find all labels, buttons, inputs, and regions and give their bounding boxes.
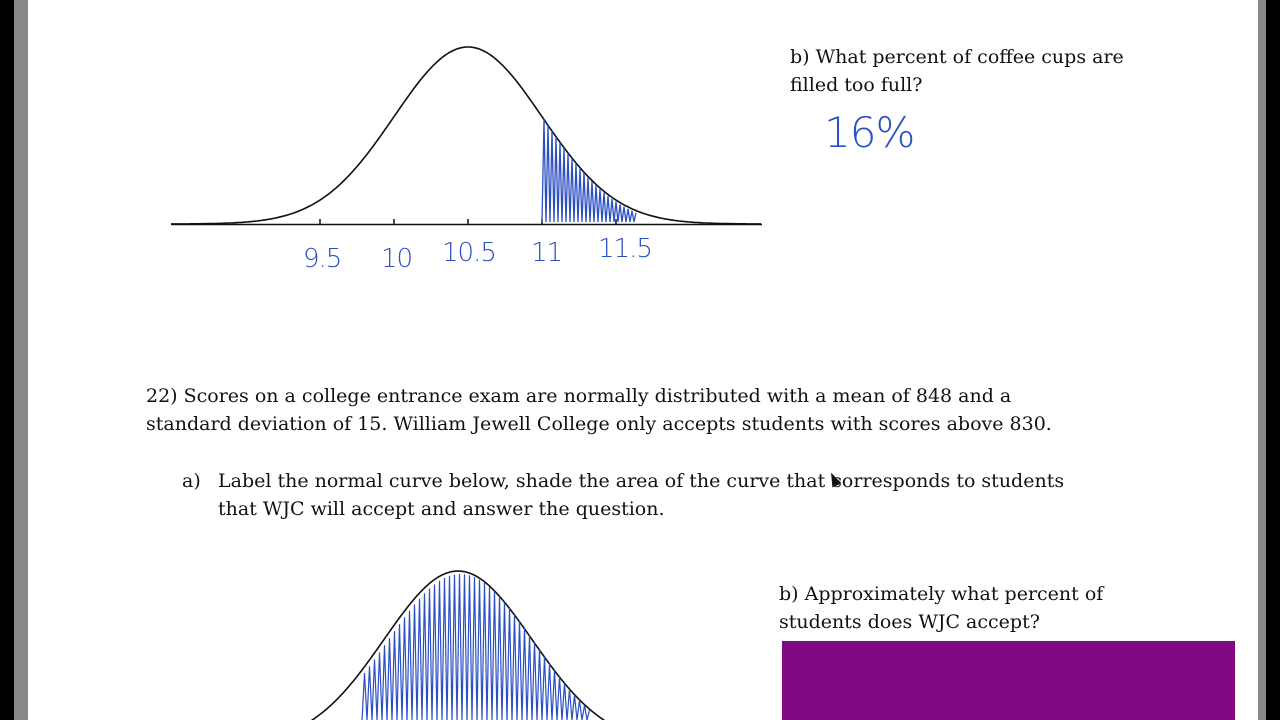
left-border <box>14 0 28 720</box>
axis-label: 9.5 <box>303 244 342 274</box>
axis-label: 11 <box>531 238 563 268</box>
q22-part-a-line2: that WJC will accept and answer the ques… <box>218 498 665 520</box>
q22-part-b-line2: students does WJC accept? <box>779 611 1040 633</box>
q22-line1: 22) Scores on a college entrance exam ar… <box>146 385 1012 407</box>
q21-part-b-line1: b) What percent of coffee cups are <box>790 46 1124 68</box>
q22-line2: standard deviation of 15. William Jewell… <box>146 413 1052 435</box>
q22-part-a-line1: Label the normal curve below, shade the … <box>218 470 1065 492</box>
q22-part-a-marker: a) <box>182 470 201 492</box>
right-scrollbar[interactable] <box>1258 0 1266 720</box>
q21-part-b-line2: filled too full? <box>790 74 923 96</box>
shading-scribble-1 <box>541 119 637 223</box>
worksheet-page <box>28 0 1258 720</box>
q22-part-b-line1: b) Approximately what percent of <box>779 583 1104 605</box>
answer-cover-box <box>782 641 1235 720</box>
axis-label: 10 <box>381 244 413 274</box>
normal-curve-2 <box>310 570 606 720</box>
shading-scribble-2 <box>361 573 591 720</box>
handwritten-answer: 16% <box>824 108 915 157</box>
axis-label: 11.5 <box>598 234 653 264</box>
axis-label: 10.5 <box>442 238 497 268</box>
normal-curve-1 <box>171 46 761 225</box>
